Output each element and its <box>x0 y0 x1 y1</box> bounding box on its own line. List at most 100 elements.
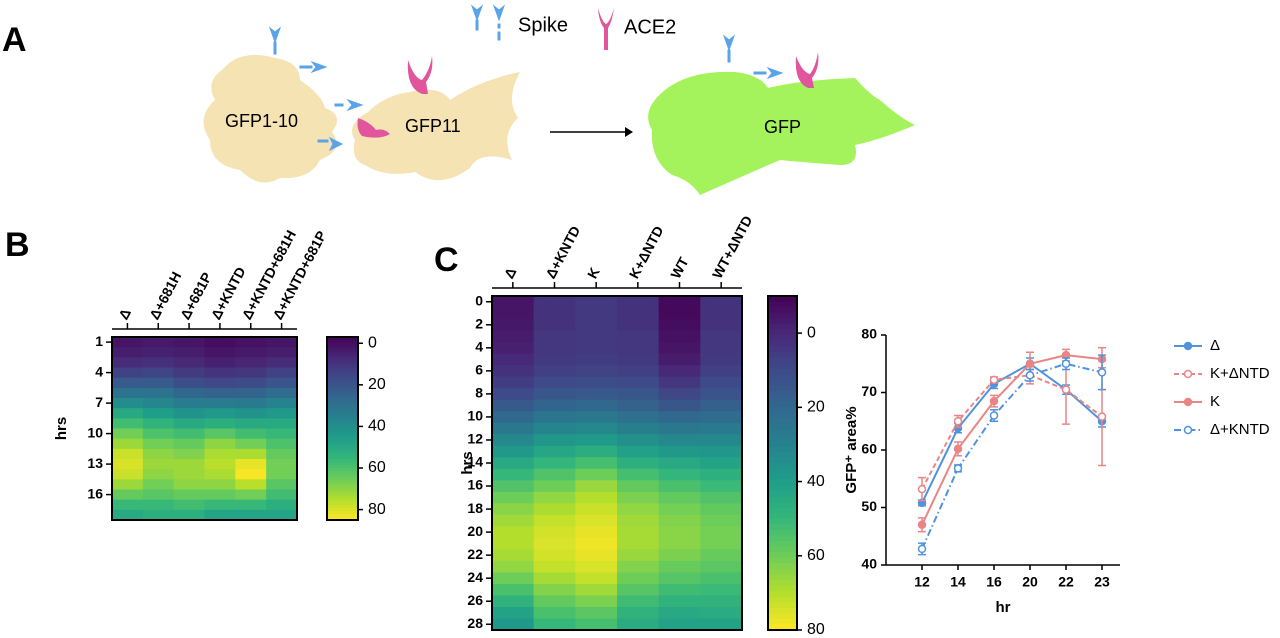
heatmap-cell <box>575 595 618 608</box>
heatmap-cell <box>617 491 660 504</box>
x-tick-label: 12 <box>914 574 930 590</box>
colorbar-segment <box>768 323 797 330</box>
heatmap-cell <box>658 307 701 320</box>
heatmap-cell <box>533 445 576 458</box>
heatmap-cell <box>575 411 618 424</box>
heatmap-cell <box>658 342 701 355</box>
heatmap-cell <box>492 399 535 412</box>
colorbar-tick-label: 80 <box>807 621 825 638</box>
heatmap-cell <box>617 307 660 320</box>
heatmap-cell <box>658 353 701 366</box>
colorbar-segment <box>327 361 358 365</box>
colorbar-segment <box>327 346 358 350</box>
data-point <box>953 444 963 454</box>
heatmap-cell <box>533 296 576 309</box>
legend-marker <box>1183 397 1193 407</box>
heatmap-cell <box>173 438 205 450</box>
heatmap-cell <box>658 491 701 504</box>
heatmap-cell <box>700 365 743 378</box>
colorbar-segment <box>327 398 358 402</box>
colorbar-segment <box>327 465 358 469</box>
heatmap-cell <box>658 399 701 412</box>
heatmap-cell <box>617 595 660 608</box>
heatmap-cell <box>142 489 175 501</box>
heatmap-cell <box>492 411 535 424</box>
colorbar-segment <box>327 446 358 451</box>
heatmap-cell <box>575 319 618 332</box>
legend-marker <box>1183 369 1193 379</box>
heatmap-cell <box>700 319 743 332</box>
heatmap-cell <box>617 422 660 435</box>
heatmap-cell <box>235 408 267 419</box>
heatmap-cell <box>235 499 267 511</box>
colorbar-segment <box>768 574 797 581</box>
data-point <box>1025 371 1035 380</box>
heatmap-cell <box>658 411 701 424</box>
colorbar-segment <box>327 455 358 460</box>
data-point <box>1097 368 1107 377</box>
heatmap-cell <box>142 499 175 511</box>
x-tick-label: Δ <box>115 306 134 322</box>
colorbar-segment <box>327 376 358 381</box>
heatmap-cell <box>266 489 298 501</box>
heatmap-cell <box>235 418 267 429</box>
heatmap-cell <box>533 468 576 481</box>
heatmap-cell <box>235 428 267 440</box>
colorbar-tick-label: 40 <box>368 418 386 435</box>
data-point <box>917 484 927 494</box>
heatmap-cell <box>142 438 175 450</box>
x-axis-title: hr <box>996 599 1011 616</box>
y-tick-label: 60 <box>861 441 877 457</box>
heatmap-cell <box>266 448 298 460</box>
heatmap-cell <box>658 468 701 481</box>
colorbar-segment <box>327 410 358 414</box>
colorbar-segment <box>768 591 797 598</box>
heatmap-cell <box>492 296 535 309</box>
colorbar-segment <box>327 489 358 494</box>
heatmap-cell <box>575 514 618 527</box>
colorbar-segment <box>768 446 797 453</box>
heatmap-cell <box>658 445 701 458</box>
colorbar-segment <box>768 546 797 553</box>
colorbar-segment <box>327 413 358 417</box>
heatmap-cell <box>617 606 660 619</box>
colorbar-segment <box>327 428 358 433</box>
heatmap-cell <box>617 342 660 355</box>
fused-cell <box>648 71 915 195</box>
heatmap-cell <box>112 377 144 389</box>
heatmap-cell <box>492 537 535 550</box>
colorbar-segment <box>768 368 797 375</box>
heatmap-cell <box>617 514 660 527</box>
heatmap-cell <box>700 491 743 504</box>
colorbar-segment <box>327 510 358 515</box>
x-tick-label: 14 <box>950 574 966 590</box>
heatmap-cell <box>142 428 175 440</box>
heatmap-cell <box>700 549 743 562</box>
heatmap-cell <box>658 514 701 527</box>
heatmap-cell <box>204 459 236 470</box>
colorbar-tick-label: 0 <box>807 324 816 341</box>
heatmap-cell <box>173 387 205 399</box>
y-tick-label: 12 <box>467 431 483 447</box>
heatmap-cell <box>112 469 144 480</box>
heatmap-cell <box>235 357 267 368</box>
x-tick-label: WT <box>667 254 692 281</box>
heatmap-cell <box>700 618 743 631</box>
heatmap-cell <box>235 337 267 348</box>
legend-label: Δ <box>1210 337 1220 354</box>
heatmap-cell <box>492 606 535 619</box>
heatmap-cell <box>492 595 535 608</box>
heatmap-cell <box>700 353 743 366</box>
heatmap-cell <box>533 457 576 470</box>
heatmap-cell <box>492 480 535 493</box>
heatmap-cell <box>112 479 144 490</box>
colorbar-segment <box>768 540 797 547</box>
legend-label: ACE2 <box>624 16 676 38</box>
heatmap-cell <box>112 387 144 399</box>
heatmap-cell <box>142 509 175 521</box>
colorbar-segment <box>327 449 358 454</box>
heatmap-cell <box>204 398 236 409</box>
y-tick-label: 24 <box>467 569 483 585</box>
heatmap-cell <box>112 448 144 460</box>
colorbar-segment <box>768 396 797 403</box>
